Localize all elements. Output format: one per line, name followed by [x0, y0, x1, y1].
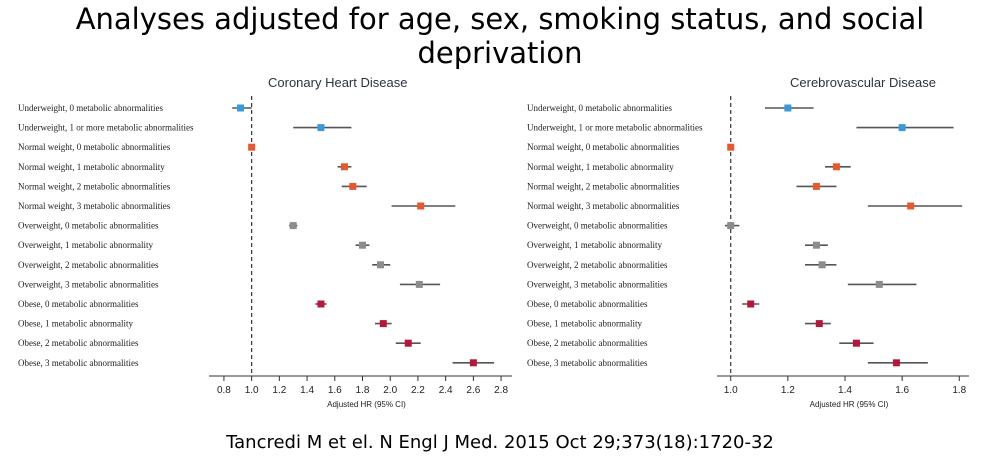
row-label: Underweight, 0 metabolic abnormalities	[18, 103, 163, 113]
hr-point	[417, 202, 425, 210]
hr-point	[812, 241, 820, 249]
row-label: Obese, 0 metabolic abnormalities	[18, 299, 139, 309]
forest-panel-coronary: Coronary Heart Disease 0.8 1.0 1.2 1.4 1.6 1.8…	[18, 75, 512, 409]
panel-title: Cerebrovascular Disease	[790, 75, 936, 90]
hr-point	[875, 280, 883, 288]
hr-point	[340, 163, 348, 171]
row-label: Normal weight, 1 metabolic abnormality	[18, 162, 165, 172]
hr-point	[727, 143, 735, 151]
hr-point	[377, 261, 385, 269]
row-label: Normal weight, 0 metabolic abnormalities	[18, 142, 171, 152]
x-tick-label: 2.4	[439, 385, 453, 396]
x-tick-label: 1.6	[328, 385, 342, 396]
row-label: Obese, 3 metabolic abnormalities	[18, 358, 139, 368]
row-label: Overweight, 0 metabolic abnormalities	[527, 221, 668, 231]
hr-point	[747, 300, 755, 308]
row-label: Obese, 2 metabolic abnormalities	[18, 338, 139, 348]
row-label: Normal weight, 3 metabolic abnormalities	[527, 201, 680, 211]
row-label: Underweight, 1 or more metabolic abnorma…	[18, 123, 194, 133]
hr-point	[317, 124, 325, 132]
row-label: Overweight, 3 metabolic abnormalities	[527, 279, 668, 289]
slide-title: Analyses adjusted for age, sex, smoking …	[75, 2, 925, 70]
hr-point	[289, 222, 297, 230]
panel-title: Coronary Heart Disease	[268, 75, 407, 90]
row-label: Obese, 1 metabolic abnormality	[18, 319, 133, 329]
x-tick-label: 1.4	[838, 385, 852, 396]
hr-point	[237, 104, 245, 112]
x-tick-label: 2.0	[383, 385, 397, 396]
row-label: Overweight, 3 metabolic abnormalities	[18, 279, 159, 289]
hr-point	[248, 143, 256, 151]
row-label: Normal weight, 0 metabolic abnormalities	[527, 142, 680, 152]
hr-point	[832, 163, 840, 171]
x-tick-label: 2.2	[411, 385, 425, 396]
row-label: Normal weight, 2 metabolic abnormalities	[18, 181, 171, 191]
x-tick-label: 2.8	[494, 385, 508, 396]
hr-point	[469, 359, 477, 367]
citation: Tancredi M et el. N Engl J Med. 2015 Oct…	[226, 432, 774, 453]
row-label: Obese, 3 metabolic abnormalities	[527, 358, 648, 368]
x-tick-label: 1.4	[300, 385, 314, 396]
x-tick-label: 1.0	[245, 385, 259, 396]
hr-point	[815, 320, 823, 328]
hr-point	[727, 222, 735, 230]
row-label: Overweight, 1 metabolic abnormality	[18, 240, 153, 250]
hr-point	[852, 339, 860, 347]
hr-point	[404, 339, 412, 347]
hr-point	[415, 280, 423, 288]
row-label: Underweight, 1 or more metabolic abnorma…	[527, 123, 703, 133]
forest-panel-cerebrovascular: Cerebrovascular Disease 1.0 1.2 1.4 1.6 1.8 Ad…	[527, 75, 969, 409]
hr-point	[818, 261, 826, 269]
hr-point	[892, 359, 900, 367]
row-label: Overweight, 1 metabolic abnormality	[527, 240, 662, 250]
x-axis-label: Adjusted HR (95% CI)	[327, 400, 406, 409]
x-tick-label: 1.8	[356, 385, 370, 396]
row-label: Obese, 2 metabolic abnormalities	[527, 338, 648, 348]
hr-point	[784, 104, 792, 112]
hr-point	[317, 300, 325, 308]
x-tick-label: 1.8	[952, 385, 966, 396]
hr-point	[379, 320, 387, 328]
hr-point	[812, 182, 820, 190]
x-tick-label: 1.2	[781, 385, 795, 396]
hr-point	[898, 124, 906, 132]
row-label: Obese, 1 metabolic abnormality	[527, 319, 642, 329]
x-tick-label: 1.6	[895, 385, 909, 396]
row-label: Underweight, 0 metabolic abnormalities	[527, 103, 672, 113]
row-label: Overweight, 2 metabolic abnormalities	[527, 260, 668, 270]
x-tick-label: 2.6	[466, 385, 480, 396]
row-label: Normal weight, 1 metabolic abnormality	[527, 162, 674, 172]
x-tick-label: 1.2	[272, 385, 286, 396]
hr-point	[349, 182, 357, 190]
row-label: Normal weight, 3 metabolic abnormalities	[18, 201, 171, 211]
row-label: Obese, 0 metabolic abnormalities	[527, 299, 648, 309]
row-label: Normal weight, 2 metabolic abnormalities	[527, 181, 680, 191]
hr-point	[359, 241, 366, 249]
x-tick-label: 1.0	[724, 385, 738, 396]
x-tick-label: 0.8	[217, 385, 231, 396]
x-axis-label: Adjusted HR (95% CI)	[810, 400, 889, 409]
hr-point	[907, 202, 915, 210]
row-label: Overweight, 0 metabolic abnormalities	[18, 221, 159, 231]
row-label: Overweight, 2 metabolic abnormalities	[18, 260, 159, 270]
